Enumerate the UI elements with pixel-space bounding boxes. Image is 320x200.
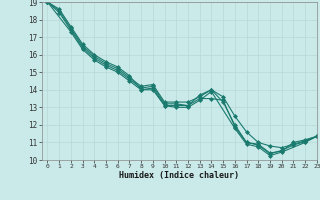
X-axis label: Humidex (Indice chaleur): Humidex (Indice chaleur) bbox=[119, 171, 239, 180]
